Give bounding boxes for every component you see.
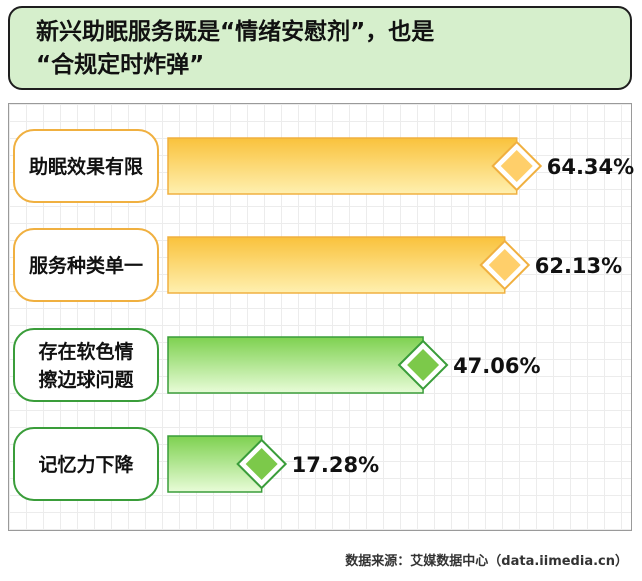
category-label-4: 记忆力下降 — [38, 453, 134, 476]
category-label-box-4 — [13, 427, 159, 501]
bar-2 — [167, 236, 506, 294]
bar-3 — [167, 336, 424, 394]
category-label-3: 存在软色情 — [38, 340, 133, 363]
diamond-marker-3 — [407, 349, 440, 381]
value-label-3: 47.06% — [453, 354, 540, 378]
diamond-marker-1 — [500, 150, 533, 182]
source-note: 数据来源：艾媒数据中心（data.iimedia.cn） — [345, 554, 628, 569]
diamond-marker-2 — [488, 249, 521, 281]
value-label-1: 64.34% — [547, 155, 634, 179]
category-label-1: 助眠效果有限 — [29, 155, 143, 178]
chart-title: 新兴助眠服务既是“情绪安慰剂”，也是 “合规定时炸弹” — [36, 19, 435, 78]
bar-1 — [167, 137, 518, 195]
category-label-box-2 — [13, 228, 159, 302]
title-banner: 新兴助眠服务既是“情绪安慰剂”，也是 “合规定时炸弹” — [8, 6, 632, 90]
category-label-box-1 — [13, 129, 159, 203]
category-label-box-3 — [13, 328, 159, 402]
value-label-2: 62.13% — [535, 254, 622, 278]
diamond-marker-4 — [245, 448, 278, 480]
category-label-2: 服务种类单一 — [29, 254, 143, 277]
category-label-3: 擦边球问题 — [38, 368, 133, 391]
value-label-4: 17.28% — [292, 453, 379, 477]
